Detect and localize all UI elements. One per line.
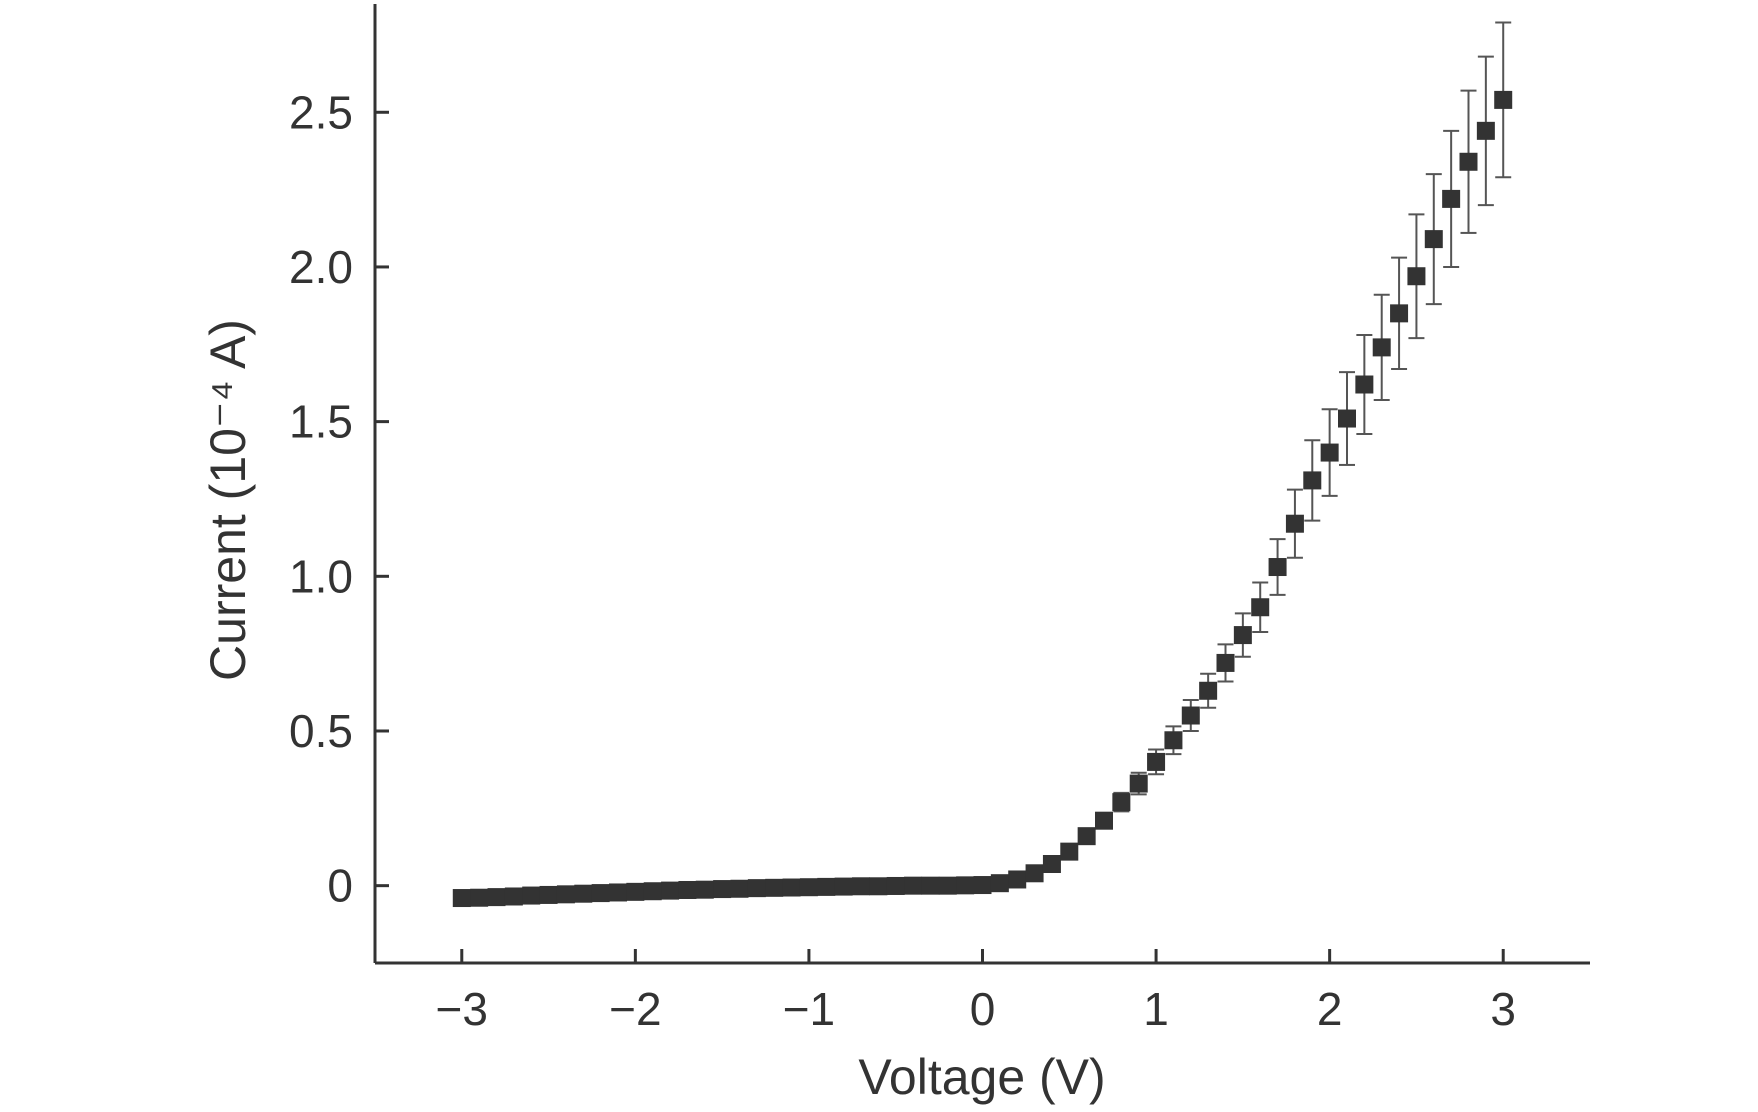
data-point (1268, 558, 1287, 577)
data-point (1442, 189, 1461, 208)
data-point (504, 887, 523, 906)
data-point (574, 884, 593, 903)
data-point (886, 876, 905, 895)
data-point (782, 878, 801, 897)
data-point (695, 880, 714, 899)
data-point (487, 888, 506, 907)
data-point (973, 876, 992, 895)
data-point (730, 879, 749, 898)
y-tick-label: 1.5 (289, 396, 353, 448)
data-point (1424, 230, 1443, 249)
data-point (556, 885, 575, 904)
data-point (1147, 752, 1166, 771)
data-point (1407, 267, 1426, 286)
data-point (938, 876, 957, 895)
data-point (609, 883, 627, 902)
y-tick-label: 0.5 (289, 705, 353, 757)
data-point (591, 884, 610, 903)
data-point (1355, 375, 1374, 394)
x-ticks: −3 −2 −1 0 1 2 3 (436, 949, 1516, 1035)
y-tick-label: 1.0 (289, 550, 353, 602)
data-point (1025, 864, 1044, 883)
data-point (1129, 774, 1148, 793)
data-point (852, 877, 870, 896)
data-point (1216, 653, 1235, 672)
data-point (1285, 514, 1304, 533)
data-point (626, 882, 645, 901)
x-tick-label: 2 (1317, 983, 1343, 1035)
data-point (1233, 626, 1252, 645)
plot-area: −3 −2 −1 0 1 2 3 0 0.5 1.0 1.5 2.0 2.5 (289, 4, 1590, 1035)
x-axis-title: Voltage (V) (858, 1049, 1105, 1105)
x-tick-label: 3 (1490, 983, 1516, 1035)
x-tick-label: −1 (783, 983, 835, 1035)
data-markers (452, 90, 1513, 908)
data-point (1181, 706, 1200, 725)
y-axis-title: Current (10⁻⁴ A) (200, 319, 256, 681)
data-point (747, 879, 766, 898)
data-point (643, 882, 662, 901)
data-point (1338, 409, 1356, 428)
data-point (470, 888, 489, 907)
data-point (1372, 338, 1391, 357)
data-point (1112, 793, 1131, 812)
data-point (799, 878, 818, 897)
data-point (869, 877, 888, 896)
x-tick-label: 0 (970, 983, 996, 1035)
data-point (1459, 152, 1478, 171)
data-point (1008, 870, 1027, 889)
x-tick-label: −2 (609, 983, 661, 1035)
x-tick-label: 1 (1143, 983, 1169, 1035)
data-point (1251, 598, 1270, 617)
data-point (921, 876, 940, 895)
data-point (713, 880, 732, 899)
data-point (1095, 811, 1113, 830)
data-point (817, 877, 836, 896)
data-point (1077, 827, 1096, 846)
data-point (1164, 731, 1183, 750)
data-point (1060, 842, 1079, 861)
data-point (904, 876, 923, 895)
y-tick-label: 0 (327, 860, 353, 912)
data-point (1199, 681, 1218, 700)
y-ticks: 0 0.5 1.0 1.5 2.0 2.5 (289, 86, 389, 912)
data-point (539, 885, 558, 904)
data-point (1320, 443, 1339, 462)
y-tick-label: 2.5 (289, 86, 353, 138)
data-point (956, 876, 975, 895)
data-point (834, 877, 853, 896)
data-point (765, 878, 784, 897)
data-point (1494, 90, 1513, 109)
data-point (452, 889, 471, 908)
error-bars (1009, 21, 1512, 883)
data-point (1476, 121, 1495, 140)
data-point (522, 886, 541, 905)
data-point (1042, 855, 1061, 874)
x-tick-label: −3 (436, 983, 488, 1035)
data-point (1303, 471, 1322, 490)
data-point (678, 880, 697, 899)
data-point (661, 881, 680, 900)
data-point (990, 874, 1009, 893)
y-tick-label: 2.0 (289, 241, 353, 293)
data-point (1390, 304, 1409, 323)
